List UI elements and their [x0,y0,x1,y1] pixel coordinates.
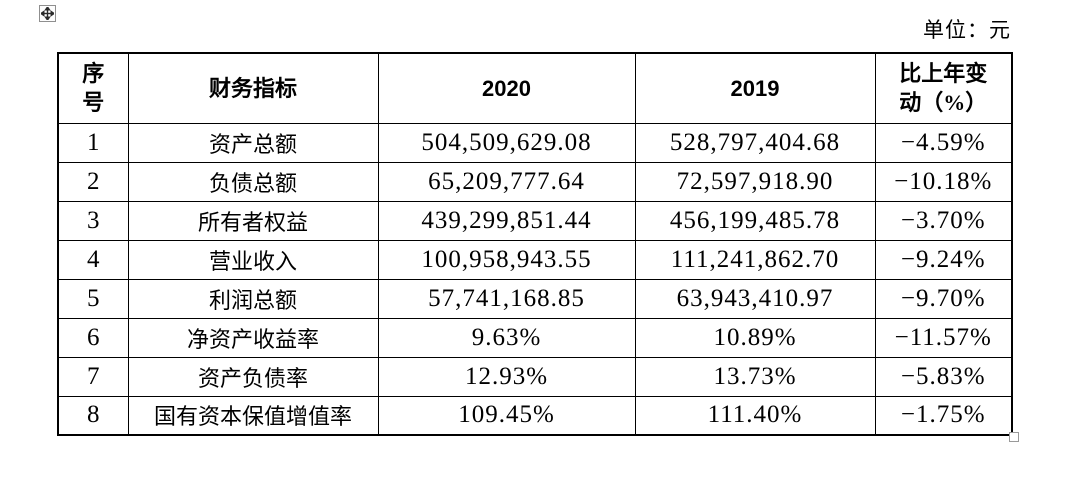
change-cell[interactable]: −1.75% [874,395,1013,436]
value-2019-cell[interactable]: 111.40% [634,395,876,436]
table-resize-handle[interactable] [1009,432,1019,442]
table-row: 1 资产总额 504,509,629.08 528,797,404.68 −4.… [57,122,1013,163]
financial-table: 序 号 财务指标 2020 2019 比上年变 动（%） 1 资产总额 504,… [57,52,1013,436]
row-no-cell[interactable]: 7 [57,356,129,397]
change-cell[interactable]: −4.59% [874,122,1013,163]
indicator-cell[interactable]: 资产总额 [127,122,379,163]
indicator-cell[interactable]: 利润总额 [127,278,379,319]
change-cell[interactable]: −5.83% [874,356,1013,397]
change-cell[interactable]: −3.70% [874,200,1013,241]
table-header-row: 序 号 财务指标 2020 2019 比上年变 动（%） [57,52,1013,124]
indicator-cell[interactable]: 净资产收益率 [127,317,379,358]
value-2020-cell[interactable]: 109.45% [377,395,636,436]
table-row: 5 利润总额 57,741,168.85 63,943,410.97 −9.70… [57,278,1013,319]
table-move-handle[interactable] [39,5,56,22]
row-no-cell[interactable]: 4 [57,239,129,280]
row-no-cell[interactable]: 2 [57,161,129,202]
change-cell[interactable]: −11.57% [874,317,1013,358]
value-2019-cell[interactable]: 13.73% [634,356,876,397]
value-2019-cell[interactable]: 528,797,404.68 [634,122,876,163]
change-cell[interactable]: −10.18% [874,161,1013,202]
move-arrows-icon [41,7,54,20]
row-no-cell[interactable]: 3 [57,200,129,241]
header-indicator[interactable]: 财务指标 [127,52,379,124]
indicator-cell[interactable]: 所有者权益 [127,200,379,241]
header-2019[interactable]: 2019 [634,52,876,124]
value-2020-cell[interactable]: 100,958,943.55 [377,239,636,280]
value-2019-cell[interactable]: 111,241,862.70 [634,239,876,280]
row-no-cell[interactable]: 1 [57,122,129,163]
value-2020-cell[interactable]: 65,209,777.64 [377,161,636,202]
row-no-cell[interactable]: 8 [57,395,129,436]
table-row: 7 资产负债率 12.93% 13.73% −5.83% [57,356,1013,397]
value-2020-cell[interactable]: 439,299,851.44 [377,200,636,241]
indicator-cell[interactable]: 负债总额 [127,161,379,202]
value-2020-cell[interactable]: 12.93% [377,356,636,397]
unit-label[interactable]: 单位：元 [923,18,1011,42]
indicator-cell[interactable]: 国有资本保值增值率 [127,395,379,436]
value-2019-cell[interactable]: 63,943,410.97 [634,278,876,319]
change-cell[interactable]: −9.24% [874,239,1013,280]
table-row: 8 国有资本保值增值率 109.45% 111.40% −1.75% [57,395,1013,436]
indicator-cell[interactable]: 资产负债率 [127,356,379,397]
table-row: 2 负债总额 65,209,777.64 72,597,918.90 −10.1… [57,161,1013,202]
value-2019-cell[interactable]: 10.89% [634,317,876,358]
value-2020-cell[interactable]: 504,509,629.08 [377,122,636,163]
header-2020[interactable]: 2020 [377,52,636,124]
value-2020-cell[interactable]: 57,741,168.85 [377,278,636,319]
indicator-cell[interactable]: 营业收入 [127,239,379,280]
value-2019-cell[interactable]: 72,597,918.90 [634,161,876,202]
row-no-cell[interactable]: 5 [57,278,129,319]
table-row: 6 净资产收益率 9.63% 10.89% −11.57% [57,317,1013,358]
value-2020-cell[interactable]: 9.63% [377,317,636,358]
header-change[interactable]: 比上年变 动（%） [874,52,1013,124]
table-row: 3 所有者权益 439,299,851.44 456,199,485.78 −3… [57,200,1013,241]
row-no-cell[interactable]: 6 [57,317,129,358]
header-no[interactable]: 序 号 [57,52,129,124]
table-row: 4 营业收入 100,958,943.55 111,241,862.70 −9.… [57,239,1013,280]
change-cell[interactable]: −9.70% [874,278,1013,319]
value-2019-cell[interactable]: 456,199,485.78 [634,200,876,241]
